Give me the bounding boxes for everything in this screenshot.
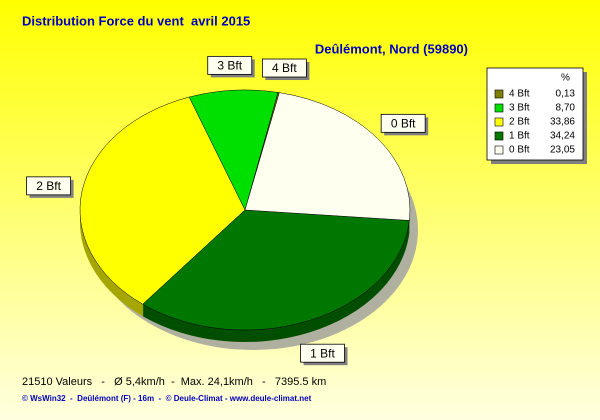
- label-box: [207, 55, 253, 75]
- footer: 21510 Valeurs - Ø 5,4km/h - Max. 24,1km/…: [22, 376, 326, 388]
- legend-label: 4 Bft: [509, 89, 530, 100]
- legend-value: 34,24: [550, 131, 575, 142]
- legend-swatch: [494, 89, 504, 99]
- label-box: [261, 58, 307, 78]
- slice: [188, 89, 279, 211]
- legend-swatch: [494, 117, 504, 127]
- legend-value: 33,86: [550, 117, 575, 128]
- legend-value: 23,05: [550, 145, 575, 156]
- slice-label: 4 Bft: [272, 61, 297, 75]
- legend-label: 0 Bft: [509, 145, 530, 156]
- legend-swatch: [494, 131, 504, 141]
- label-box: [300, 343, 345, 363]
- slice-label: 3 Bft: [217, 59, 242, 73]
- legend-label: 1 Bft: [509, 131, 530, 142]
- chart-subtitle: Deûlémont, Nord (59890): [315, 41, 468, 56]
- legend-value: 8,70: [556, 103, 576, 114]
- legend-swatch: [494, 145, 504, 155]
- chart-title: Distribution Force du vent avril 2015: [22, 13, 250, 28]
- slice-label: 2 Bft: [36, 179, 61, 193]
- legend-value: 0,13: [556, 89, 576, 100]
- legend-box: [486, 67, 584, 161]
- legend-swatch: [494, 103, 504, 113]
- credits: © WsWin32 - Deûlémont (F) - 16m - © Deul…: [22, 394, 312, 403]
- slice-label: 1 Bft: [310, 346, 335, 360]
- legend-header: %: [561, 73, 570, 84]
- legend-label: 3 Bft: [509, 103, 530, 114]
- label-box: [380, 113, 426, 133]
- legend: % 4 Bft 0,13 3 Bft 8,70 2 Bft 33,86 1 Bft 34,24 0…: [486, 67, 587, 164]
- label-box: [26, 176, 71, 196]
- slice: [79, 96, 246, 305]
- legend-label: 2 Bft: [509, 117, 530, 128]
- pie: 4 Bft 3 Bft 2 Bft 1 Bft 0 Bft: [26, 55, 429, 366]
- slice-label: 0 Bft: [391, 117, 416, 131]
- slice: [244, 92, 411, 221]
- slice: [142, 209, 410, 331]
